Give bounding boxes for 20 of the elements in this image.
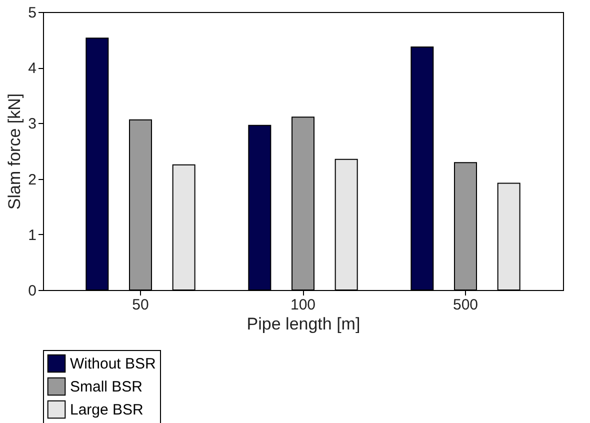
- bar: [334, 158, 358, 290]
- y-tick-label: 2: [28, 171, 36, 188]
- y-axis-title: Slam force [kN]: [5, 93, 24, 210]
- x-axis-title: Pipe length [m]: [246, 314, 360, 334]
- y-tick-label: 0: [28, 282, 36, 300]
- legend-label: Without BSR: [70, 356, 156, 372]
- bar: [497, 182, 520, 290]
- bar: [410, 46, 434, 290]
- x-tick-label: 100: [290, 296, 316, 314]
- x-tick-label: 500: [452, 296, 478, 314]
- y-tick-label: 5: [28, 4, 36, 22]
- legend-label: Small BSR: [70, 378, 143, 396]
- x-tick-label: 50: [132, 296, 149, 314]
- legend-label: Large BSR: [70, 402, 144, 418]
- y-tick-label: 4: [28, 60, 36, 78]
- y-tick-label: 3: [28, 116, 36, 133]
- bar: [172, 164, 196, 290]
- bar: [248, 124, 272, 290]
- bar: [86, 38, 109, 290]
- y-tick-label: 1: [28, 226, 36, 244]
